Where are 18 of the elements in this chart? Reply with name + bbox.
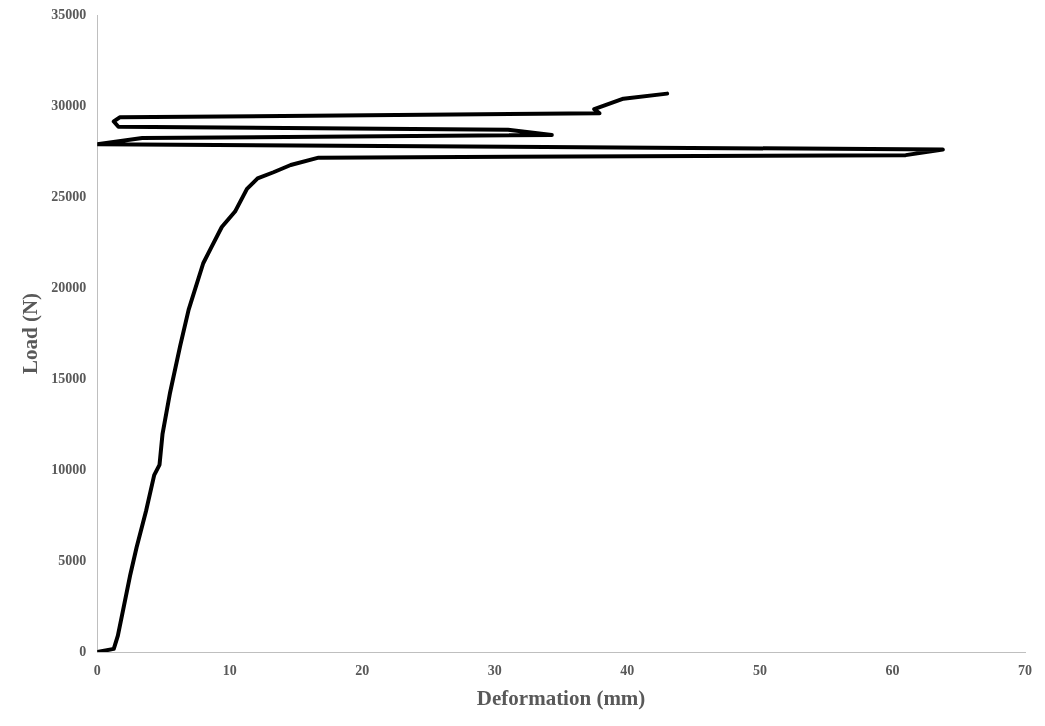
y-tick-label: 15000 (51, 370, 87, 386)
y-tick-label: 5000 (58, 552, 87, 568)
x-tick-label: 60 (885, 663, 900, 679)
y-axis-title: Load (N) (18, 292, 43, 375)
x-tick-label: 0 (93, 663, 101, 679)
y-tick-label: 10000 (51, 461, 87, 477)
x-axis-title: Deformation (mm) (476, 685, 646, 710)
x-tick-label: 70 (1018, 663, 1032, 679)
x-tick-label: 40 (620, 663, 635, 679)
y-tick-label: 0 (79, 643, 87, 659)
x-tick-label: 50 (752, 663, 767, 679)
x-tick-label: 10 (222, 663, 237, 679)
x-tick-label: 30 (487, 663, 502, 679)
y-tick-label: 35000 (51, 6, 87, 22)
y-tick-label: 30000 (51, 97, 87, 113)
y-tick-label: 25000 (51, 188, 87, 204)
y-tick-label: 20000 (51, 279, 87, 295)
x-tick-label: 20 (355, 663, 370, 679)
